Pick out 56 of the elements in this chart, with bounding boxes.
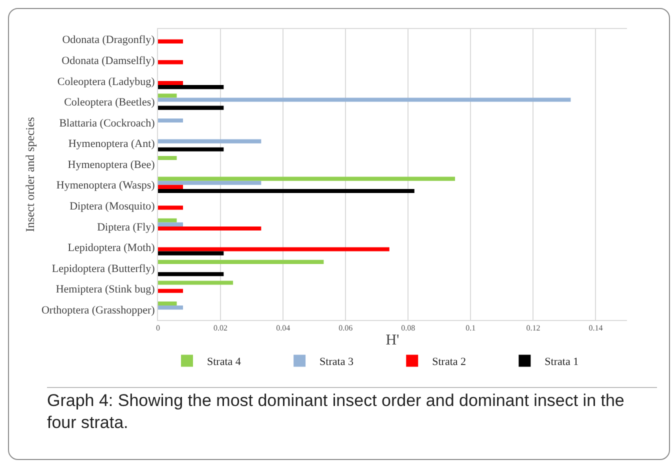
y-tick-label: Odonata (Dragonfly) xyxy=(62,34,156,46)
y-tick-label: Hemiptera (Stink bug) xyxy=(56,284,156,296)
legend-label: Strata 2 xyxy=(432,356,466,368)
bar xyxy=(158,118,184,123)
bar xyxy=(158,176,456,181)
y-tick-label: Diptera (Mosquito) xyxy=(70,200,156,213)
x-tick-label: 0.14 xyxy=(588,324,603,333)
bar xyxy=(158,222,184,226)
bar xyxy=(158,94,177,98)
x-tick-label: 0.12 xyxy=(526,324,540,333)
legend-label: Strata 3 xyxy=(320,356,354,368)
x-tick-label: 0 xyxy=(156,324,160,333)
y-tick-label: Hymenoptera (Ant) xyxy=(68,138,156,150)
x-tick-label: 0.02 xyxy=(214,324,228,333)
bar xyxy=(158,280,234,285)
bar xyxy=(158,306,184,310)
x-axis-title: H' xyxy=(386,332,400,349)
legend-label: Strata 1 xyxy=(544,356,579,368)
y-tick-label: Coleoptera (Ladybug) xyxy=(57,76,156,88)
y-tick-label: Coleoptera (Beetles) xyxy=(64,96,156,109)
y-tick-label: Hymenoptera (Wasps) xyxy=(56,180,156,192)
y-axis-title: Insect order and species xyxy=(22,116,37,232)
y-tick-label: Blattaria (Cockroach) xyxy=(59,117,156,130)
x-tick-label: 0.1 xyxy=(466,324,476,333)
y-tick-label: Orthoptera (Grasshopper) xyxy=(41,304,156,316)
bar xyxy=(158,85,224,90)
bar xyxy=(158,247,390,252)
bar xyxy=(158,60,184,64)
x-tick-label: 0.08 xyxy=(401,324,416,333)
bar xyxy=(158,188,414,193)
bar xyxy=(158,272,224,276)
bar xyxy=(158,206,184,210)
bar xyxy=(158,39,184,44)
bar xyxy=(158,139,262,144)
bar xyxy=(158,106,224,110)
bar xyxy=(158,156,177,160)
y-tick-label: Hymenoptera (Bee) xyxy=(68,158,156,171)
legend-label: Strata 4 xyxy=(207,356,242,368)
bar xyxy=(158,180,262,185)
bar xyxy=(158,98,571,102)
bar xyxy=(158,218,177,222)
caption: Graph 4: Showing the most dominant insect order and dominant insect in the four strata. xyxy=(47,390,657,434)
y-tick-label: Lepidoptera (Moth) xyxy=(68,242,156,254)
bar xyxy=(158,226,262,231)
x-tick-label: 0.06 xyxy=(338,324,353,333)
bar xyxy=(158,302,177,306)
bar xyxy=(158,80,184,86)
bar xyxy=(158,184,184,189)
bar xyxy=(158,288,184,293)
x-tick-label: 0.04 xyxy=(276,324,290,333)
y-tick-label: Diptera (Fly) xyxy=(97,221,156,234)
bar xyxy=(158,251,224,256)
bar xyxy=(158,260,324,264)
bar xyxy=(158,147,224,152)
y-tick-label: Lepidoptera (Butterfly) xyxy=(52,262,156,275)
y-tick-label: Odonata (Damselfly) xyxy=(62,55,156,68)
